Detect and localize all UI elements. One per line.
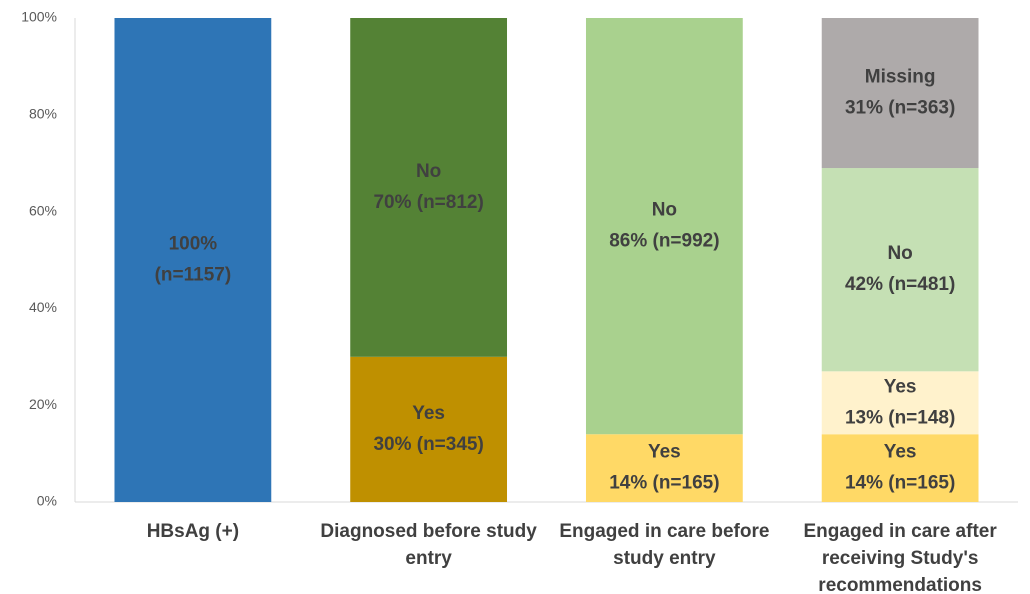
category-label: Engaged in care before study entry xyxy=(559,521,769,569)
y-tick-label: 0% xyxy=(37,493,57,509)
y-tick-label: 20% xyxy=(29,396,57,412)
y-tick-label: 100% xyxy=(21,9,57,25)
bar-segment xyxy=(821,434,979,502)
segment-data-label: 100% (n=1157) xyxy=(155,234,232,286)
segment-data-label: Yes 14% (n=165) xyxy=(845,442,955,494)
segment-data-label: No 70% (n=812) xyxy=(373,161,483,213)
y-tick-label: 80% xyxy=(29,106,57,122)
bar-segment xyxy=(821,18,979,169)
bar-segment xyxy=(821,168,979,372)
y-axis-ticks: 0% 20% 40% 60% 80% 100% xyxy=(21,9,57,509)
segment-data-label: Yes 13% (n=148) xyxy=(845,376,955,428)
category-label: HBsAg (+) xyxy=(147,521,239,542)
y-tick-label: 60% xyxy=(29,202,57,218)
bar-segment xyxy=(350,18,508,357)
segment-data-label: Yes 14% (n=165) xyxy=(609,442,719,494)
bar-segment xyxy=(114,18,272,502)
category-labels: HBsAg (+) Diagnosed before study entry Enga… xyxy=(147,521,998,594)
bars-group: 100% (n=1157) Yes 30% (n=345) No 70% (n=812) Y… xyxy=(114,18,979,502)
category-label: Diagnosed before study entry xyxy=(320,521,537,569)
bar-segment xyxy=(350,356,508,502)
segment-data-label: Missing 31% (n=363) xyxy=(845,67,955,119)
y-tick-label: 40% xyxy=(29,299,57,315)
segment-data-label: No 86% (n=992) xyxy=(609,200,719,252)
category-label: Engaged in care after receiving Study's re… xyxy=(804,521,998,594)
bar-segment xyxy=(821,371,979,435)
segment-data-label: No 42% (n=481) xyxy=(845,243,955,295)
bar-segment xyxy=(585,18,743,435)
bar-segment xyxy=(585,434,743,502)
segment-data-label: Yes 30% (n=345) xyxy=(373,403,483,455)
